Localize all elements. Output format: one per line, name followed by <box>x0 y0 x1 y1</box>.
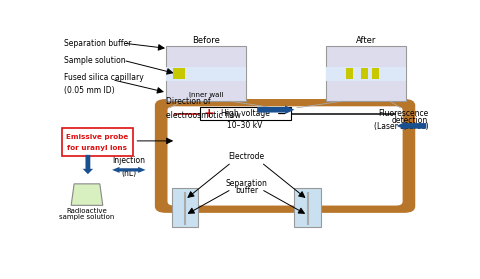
Bar <box>174 113 222 115</box>
Text: buffer: buffer <box>235 186 258 195</box>
FancyBboxPatch shape <box>168 106 403 206</box>
Text: for uranyl ions: for uranyl ions <box>67 145 127 151</box>
Text: Fluorescence: Fluorescence <box>378 109 428 118</box>
FancyArrow shape <box>257 105 294 114</box>
FancyArrow shape <box>83 155 93 174</box>
Text: Separation buffer: Separation buffer <box>64 39 131 48</box>
Text: 10–30 kV: 10–30 kV <box>228 121 263 130</box>
Polygon shape <box>71 184 103 205</box>
Bar <box>326 67 406 81</box>
Text: Before: Before <box>192 36 220 45</box>
Text: (Laser source): (Laser source) <box>373 122 428 131</box>
Bar <box>166 46 246 101</box>
Text: Sample solution: Sample solution <box>64 56 125 65</box>
Text: Fused silica capillary: Fused silica capillary <box>64 73 144 82</box>
Bar <box>347 69 353 79</box>
Bar <box>172 188 198 227</box>
Text: High voltage: High voltage <box>221 109 269 118</box>
FancyBboxPatch shape <box>155 99 415 213</box>
Text: After: After <box>356 36 376 45</box>
Text: Electrode: Electrode <box>228 152 264 161</box>
Text: Addition: Addition <box>72 144 104 153</box>
Text: +: + <box>204 107 215 120</box>
FancyBboxPatch shape <box>200 107 290 121</box>
FancyArrow shape <box>120 167 145 173</box>
Text: Emissive probe: Emissive probe <box>66 134 128 140</box>
Text: Inner wall: Inner wall <box>189 92 223 98</box>
FancyArrow shape <box>112 167 138 173</box>
FancyArrow shape <box>396 122 426 130</box>
Text: Separation: Separation <box>226 179 267 188</box>
FancyBboxPatch shape <box>62 128 132 156</box>
Bar <box>361 69 368 79</box>
Text: Injection: Injection <box>112 156 145 165</box>
Text: detection: detection <box>392 116 428 125</box>
Bar <box>173 68 185 79</box>
Text: (nL): (nL) <box>121 169 136 178</box>
Bar <box>166 67 246 81</box>
Text: electroosmotic flow: electroosmotic flow <box>166 111 241 120</box>
Bar <box>294 188 321 227</box>
Bar <box>268 113 396 115</box>
Text: Radioactive: Radioactive <box>67 208 108 214</box>
Text: −: − <box>277 109 286 119</box>
Text: (0.05 mm ID): (0.05 mm ID) <box>64 86 114 95</box>
Text: sample solution: sample solution <box>60 214 115 220</box>
Bar <box>326 46 406 101</box>
Text: Direction of: Direction of <box>166 97 211 106</box>
Bar <box>372 69 379 79</box>
